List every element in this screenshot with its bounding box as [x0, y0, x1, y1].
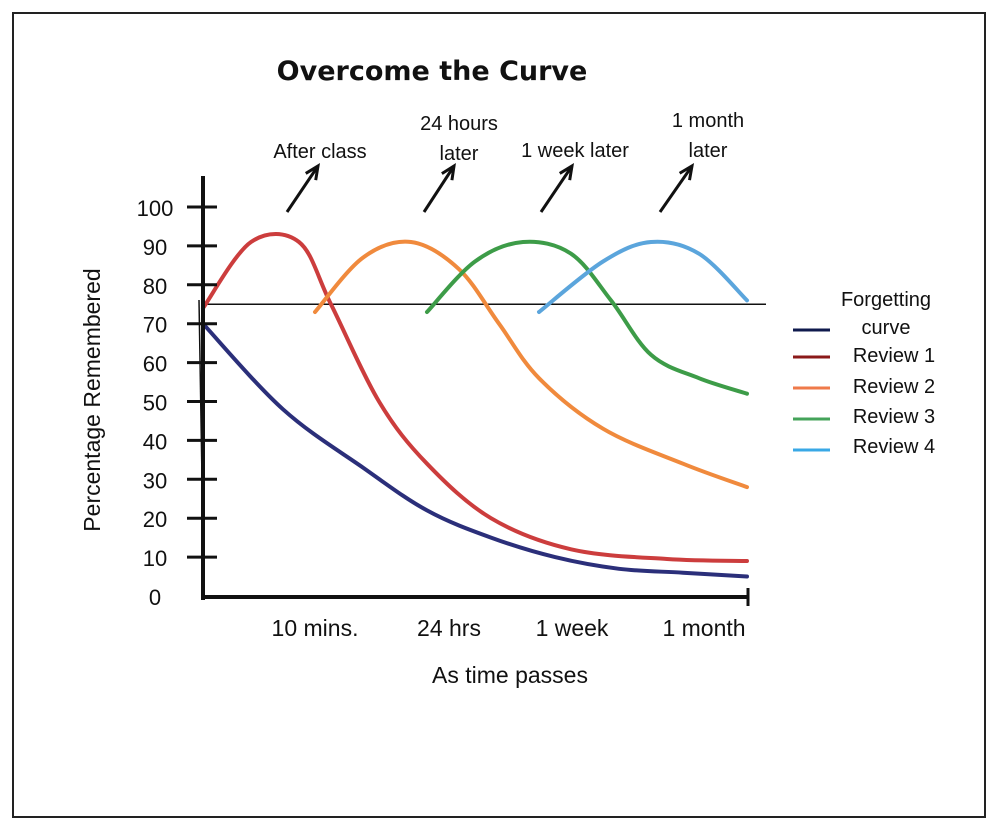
annotation-arrow-head	[558, 163, 575, 181]
y-tick-label: 20	[143, 507, 167, 532]
x-tick-label: 24 hrs	[417, 615, 481, 641]
annotation-label: After class	[273, 141, 366, 163]
chart-frame	[12, 12, 986, 818]
y-tick-label: 70	[143, 313, 167, 338]
x-tick-label: 1 month	[662, 615, 745, 641]
axes: 0 10 20 30 40 50 60 70 80 90 100 10 mins. 24 hrs 1 we…	[137, 176, 750, 641]
legend-label-review-4: Review 4	[853, 436, 935, 458]
legend-label-line: Forgetting	[841, 289, 931, 311]
annotation-line: After class	[273, 141, 366, 163]
y-tick-label: 10	[143, 546, 167, 571]
series-line-review-2	[313, 239, 749, 490]
y-tick-label: 30	[143, 468, 167, 493]
annotation-label: 1 week later	[521, 140, 629, 162]
legend-label-forgetting-curve: Forgetting curve	[841, 289, 931, 339]
annotation-arrow-head	[678, 163, 695, 181]
y-tick-label: 40	[143, 429, 167, 454]
annotation-line: later	[440, 143, 479, 165]
y-tick-label: 100	[137, 196, 174, 221]
y-tick-label: 80	[143, 274, 167, 299]
series-line-forgetting-curve	[201, 321, 749, 579]
y-tick-label: 60	[143, 352, 167, 377]
legend-label-review-3: Review 3	[853, 406, 935, 428]
y-tick-label: 50	[143, 391, 167, 416]
legend: Forgetting curve Review 1 Review 2 Review 3 R…	[793, 289, 935, 458]
x-tick-label: 1 week	[536, 615, 609, 641]
annotations: After class 24 hours later 1 week later 1 mo…	[273, 110, 744, 213]
annotation-arrow-shaft	[539, 165, 574, 213]
series-line-review-1	[201, 231, 749, 563]
annotation-line: 24 hours	[420, 113, 498, 135]
y-tick-label: 0	[149, 585, 161, 610]
series-layer	[201, 231, 766, 579]
legend-label-line: curve	[862, 317, 911, 339]
x-axis-label: As time passes	[432, 662, 588, 688]
series-line-review-3	[425, 239, 749, 396]
legend-label-review-2: Review 2	[853, 376, 935, 398]
axis-corner-stroke	[198, 299, 205, 599]
series-line-review-4	[537, 239, 749, 314]
legend-label-review-1: Review 1	[853, 345, 935, 367]
annotation-line: 1 month	[672, 110, 744, 132]
annotation-arrow-head	[304, 163, 321, 181]
annotation-arrow-head	[441, 163, 456, 181]
annotation-arrow-shaft	[422, 165, 456, 213]
annotation-arrow-shaft	[285, 165, 320, 213]
annotation-line: later	[689, 140, 728, 162]
annotation-arrow-shaft	[658, 165, 694, 213]
x-tick-label: 10 mins.	[272, 615, 359, 641]
annotation-line: 1 week later	[521, 140, 629, 162]
y-tick-label: 90	[143, 235, 167, 260]
annotation-label: 1 month later	[672, 110, 744, 162]
chart-title: Overcome the Curve	[277, 56, 588, 87]
y-axis-label: Percentage Remembered	[79, 268, 105, 531]
annotation-label: 24 hours later	[420, 113, 498, 165]
